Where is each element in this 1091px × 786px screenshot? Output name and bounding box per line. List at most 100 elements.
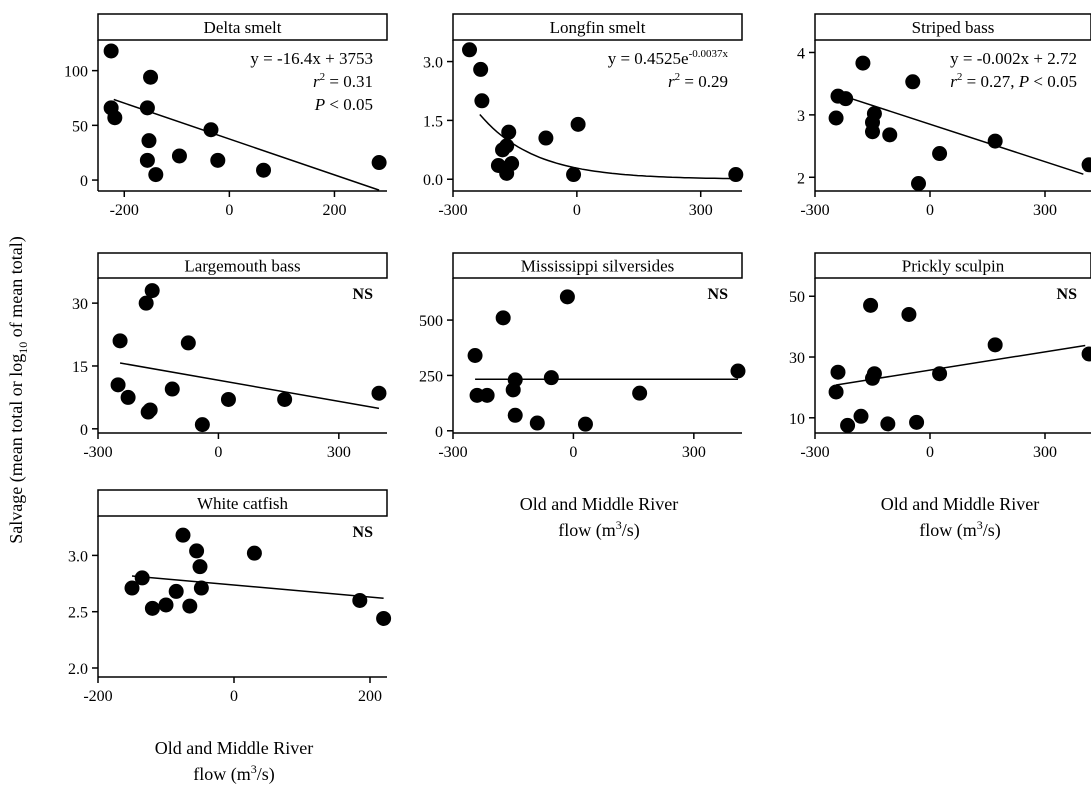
data-point [474, 93, 490, 109]
data-point [495, 310, 511, 326]
panel-title: Striped bass [912, 18, 995, 37]
panel-striped-bass: Striped bass 2 3 4 -300 0 300 y = -0.002x + 2.7… [797, 13, 1091, 219]
data-point [134, 570, 150, 586]
x-tick-label: -300 [83, 444, 112, 461]
panel-title: Longfin smelt [550, 18, 646, 37]
x-tick-label: 300 [1033, 202, 1057, 219]
data-point [124, 580, 140, 596]
data-point [139, 152, 155, 168]
data-point [256, 162, 272, 178]
data-point [882, 127, 898, 143]
data-point [142, 402, 158, 418]
panel-title: White catfish [197, 494, 289, 513]
data-point [371, 385, 387, 401]
data-point [538, 130, 554, 146]
annotation-line: r2 = 0.27, P < 0.05 [950, 71, 1077, 91]
x-tick-label: 200 [358, 688, 382, 705]
data-point [932, 146, 948, 162]
data-point [865, 124, 880, 140]
y-tick-label: 0 [80, 173, 88, 190]
data-point [210, 152, 226, 168]
y-tick-label: 30 [72, 296, 88, 313]
y-tick-label: 100 [64, 64, 88, 81]
data-point [139, 100, 155, 116]
panel-largemouth-bass: Largemouth bass 0 15 30 -300 0 300 NS [72, 252, 388, 461]
annotation-line: P < 0.05 [314, 95, 373, 114]
panel-prickly-sculpin: Prickly sculpin 10 30 50 -300 0 300 NS [789, 252, 1091, 461]
data-point [246, 545, 262, 561]
data-point [905, 74, 921, 90]
x-tick-label: 0 [214, 444, 222, 461]
data-point [863, 297, 879, 313]
data-point [193, 580, 209, 596]
data-point [728, 167, 744, 183]
x-tick-label: 300 [327, 444, 351, 461]
x-tick-label: 0 [230, 688, 238, 705]
y-tick-label: 2.5 [68, 605, 88, 622]
data-point [144, 283, 160, 299]
data-point [1081, 346, 1091, 362]
data-point [189, 543, 205, 559]
y-tick-label: 2 [797, 170, 805, 187]
data-point [112, 333, 128, 349]
y-tick-label: 15 [72, 359, 88, 376]
panel-title: Largemouth bass [184, 257, 300, 276]
data-point [168, 583, 184, 599]
panel-title: Delta smelt [204, 18, 282, 37]
data-point [479, 387, 495, 403]
data-point [194, 417, 210, 433]
annotation-line: y = 0.4525e-0.0037x [608, 48, 729, 68]
data-point [853, 408, 869, 424]
panel-title: Mississippi silversides [521, 257, 675, 276]
panel-longfin-smelt: Longfin smelt 0.0 1.5 3.0 -300 0 300 y = 0.4525… [423, 13, 744, 219]
y-tick-label: 500 [419, 313, 443, 330]
x-tick-label: -300 [438, 444, 467, 461]
data-point [138, 295, 154, 311]
data-point [911, 176, 926, 192]
x-tick-label: -200 [110, 202, 139, 219]
x-axis-label-col1: Old and Middle River flow (m3/s) [155, 738, 313, 785]
annotation-line: y = -0.002x + 2.72 [950, 49, 1077, 68]
data-point [566, 167, 582, 183]
fit-line [113, 98, 380, 191]
x-tick-label: 300 [682, 444, 706, 461]
data-point [866, 366, 882, 382]
data-point [505, 382, 521, 398]
data-point [107, 110, 123, 126]
x-tick-label: 0 [926, 202, 934, 219]
panel-strip [97, 489, 388, 517]
data-point [371, 155, 387, 171]
panel-strip [97, 13, 388, 41]
panel-strip [452, 13, 743, 41]
y-axis-label: Salvage (mean total or log10 of mean tot… [6, 236, 30, 543]
y-tick-label: 0.0 [423, 172, 443, 189]
ns-label: NS [353, 286, 374, 303]
x-axis-label-line2: flow (m3/s) [558, 518, 640, 541]
data-point [192, 559, 208, 575]
data-point [141, 133, 157, 149]
data-point [987, 133, 1003, 149]
panel-strip [814, 252, 1091, 279]
y-tick-label: 0 [80, 422, 88, 439]
data-point [866, 106, 882, 122]
data-point [182, 598, 198, 614]
data-point [1081, 157, 1091, 173]
x-axis-label-line2: flow (m3/s) [193, 762, 275, 785]
data-point [932, 366, 948, 382]
x-axis-label-col2: Old and Middle River flow (m3/s) [520, 494, 678, 541]
x-tick-label: 0 [926, 444, 934, 461]
data-point [164, 381, 180, 397]
data-point [901, 306, 917, 322]
data-point [352, 592, 368, 608]
data-point [840, 417, 856, 433]
x-axis-label-line1: Old and Middle River [520, 494, 678, 514]
data-point [473, 61, 489, 77]
data-point [577, 416, 593, 432]
fit-curve [479, 113, 736, 180]
data-point [504, 156, 520, 172]
x-tick-label: -300 [800, 444, 829, 461]
data-point [632, 385, 648, 401]
y-tick-label: 3 [797, 108, 805, 125]
data-point [570, 116, 586, 132]
